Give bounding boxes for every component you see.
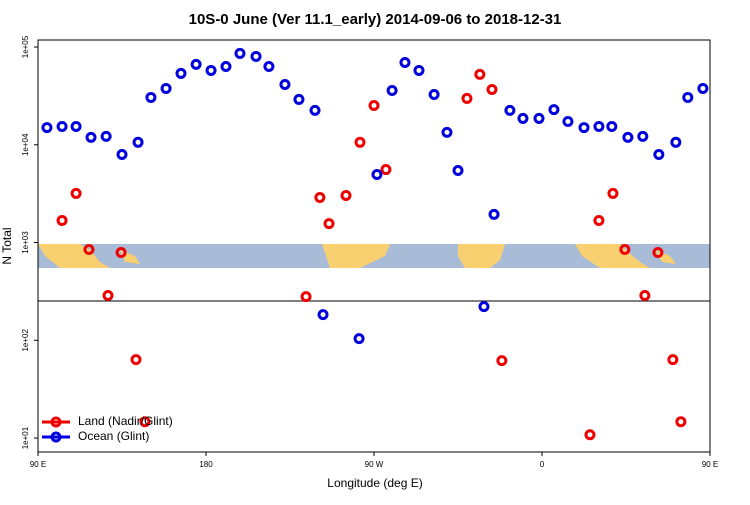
point bbox=[85, 131, 97, 143]
point bbox=[317, 309, 329, 321]
point bbox=[639, 290, 651, 302]
x-tick-label: 90 W bbox=[365, 460, 384, 469]
point bbox=[593, 120, 605, 132]
point bbox=[488, 208, 500, 220]
y-axis-label: N Total bbox=[0, 227, 14, 264]
legend-label: Ocean (Glint) bbox=[78, 429, 149, 443]
point bbox=[697, 82, 709, 94]
point bbox=[496, 355, 508, 367]
x-axis-label: Longitude (deg E) bbox=[327, 476, 422, 490]
point bbox=[474, 68, 486, 80]
x-tick-label: 90 E bbox=[30, 460, 46, 469]
point bbox=[675, 416, 687, 428]
legend-label: Land (Nadir/Glint) bbox=[78, 414, 173, 428]
point bbox=[667, 354, 679, 366]
point bbox=[413, 64, 425, 76]
point bbox=[653, 148, 665, 160]
point bbox=[300, 291, 312, 303]
y-tick-label: 1e+02 bbox=[21, 329, 30, 352]
point bbox=[386, 85, 398, 97]
point bbox=[139, 416, 151, 428]
point bbox=[619, 244, 631, 256]
point bbox=[220, 61, 232, 73]
point bbox=[548, 104, 560, 116]
point bbox=[486, 83, 498, 95]
point bbox=[116, 148, 128, 160]
point bbox=[399, 56, 411, 68]
point bbox=[293, 93, 305, 105]
map-strip bbox=[38, 244, 710, 268]
point bbox=[56, 120, 68, 132]
point bbox=[250, 50, 262, 62]
y-tick-label: 1e+04 bbox=[21, 133, 30, 156]
point bbox=[380, 164, 392, 176]
point bbox=[132, 136, 144, 148]
point bbox=[263, 61, 275, 73]
legend-marker bbox=[50, 416, 62, 428]
point bbox=[593, 215, 605, 227]
point bbox=[441, 126, 453, 138]
point bbox=[478, 301, 490, 313]
point bbox=[100, 130, 112, 142]
point bbox=[70, 187, 82, 199]
point bbox=[428, 88, 440, 100]
point bbox=[130, 354, 142, 366]
point bbox=[41, 122, 53, 134]
point bbox=[670, 136, 682, 148]
point bbox=[562, 116, 574, 128]
point bbox=[607, 187, 619, 199]
point bbox=[56, 215, 68, 227]
x-tick-label: 180 bbox=[199, 460, 213, 469]
point bbox=[323, 218, 335, 230]
point bbox=[205, 64, 217, 76]
point bbox=[354, 136, 366, 148]
point bbox=[622, 131, 634, 143]
point bbox=[175, 67, 187, 79]
point bbox=[682, 91, 694, 103]
point bbox=[340, 189, 352, 201]
point bbox=[637, 130, 649, 142]
point bbox=[102, 290, 114, 302]
point bbox=[145, 91, 157, 103]
point bbox=[606, 120, 618, 132]
point bbox=[314, 191, 326, 203]
point bbox=[309, 104, 321, 116]
point bbox=[452, 164, 464, 176]
point bbox=[584, 429, 596, 441]
point bbox=[533, 112, 545, 124]
point bbox=[652, 247, 664, 259]
point bbox=[517, 112, 529, 124]
point bbox=[234, 47, 246, 59]
y-tick-label: 1e+05 bbox=[21, 35, 30, 58]
legend-marker bbox=[50, 431, 62, 443]
point bbox=[578, 122, 590, 134]
point bbox=[83, 244, 95, 256]
point bbox=[190, 58, 202, 70]
point bbox=[115, 247, 127, 259]
point bbox=[70, 120, 82, 132]
point bbox=[371, 168, 383, 180]
point bbox=[368, 100, 380, 112]
y-tick-label: 1e+01 bbox=[21, 426, 30, 449]
point bbox=[504, 104, 516, 116]
point bbox=[160, 82, 172, 94]
x-tick-label: 0 bbox=[540, 460, 545, 469]
chart-title: 10S-0 June (Ver 11.1_early) 2014-09-06 t… bbox=[189, 11, 562, 28]
point bbox=[353, 333, 365, 345]
y-tick-label: 1e+03 bbox=[21, 231, 30, 254]
point bbox=[461, 92, 473, 104]
x-tick-label: 90 E bbox=[702, 460, 718, 469]
point bbox=[279, 78, 291, 90]
